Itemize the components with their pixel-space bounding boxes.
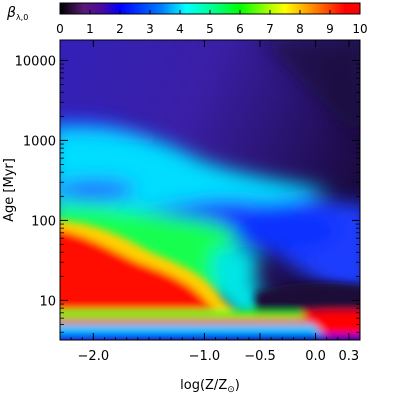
- colorbar-tick-label: 6: [236, 22, 244, 36]
- colorbar-tick-label: 8: [296, 22, 304, 36]
- colorbar-tick-label: 2: [116, 22, 124, 36]
- heatmap-image: [60, 40, 360, 340]
- plot-frame: [59, 39, 361, 341]
- y-tick-label: 10000: [15, 54, 56, 69]
- x-axis-label: log(Z/Z⊙): [180, 378, 240, 395]
- colorbar-tick-label: 5: [206, 22, 214, 36]
- x-tick-label: 0.0: [305, 349, 326, 364]
- x-tick-label: 0.3: [339, 349, 360, 364]
- x-tick-label: −1.0: [189, 349, 221, 364]
- y-axis-ticks: 10 100 1000 10000: [15, 54, 360, 333]
- x-tick-label: −2.0: [78, 349, 110, 364]
- colorbar-tick-label: 1: [86, 22, 94, 36]
- y-axis-label: Age [Myr]: [2, 158, 17, 222]
- colorbar-tick-label: 7: [266, 22, 274, 36]
- x-tick-label: −0.5: [244, 349, 276, 364]
- colorbar-label: βλ,0: [6, 5, 28, 22]
- colorbar-tick-label: 10: [352, 22, 367, 36]
- colorbar-tick-label: 4: [176, 22, 184, 36]
- colorbar-tick-label: 9: [326, 22, 334, 36]
- colorbar-tick-label: 0: [56, 22, 64, 36]
- colorbar-ticks: 0 1 2 3 4 5 6 7 8 9 10: [56, 10, 368, 36]
- y-tick-label: 10: [39, 294, 56, 309]
- y-tick-label: 1000: [23, 134, 56, 149]
- x-axis-ticks: −2.0 −1.0 −0.5 0.0 0.3: [70, 40, 360, 364]
- y-tick-label: 100: [31, 214, 56, 229]
- colorbar-tick-label: 3: [146, 22, 154, 36]
